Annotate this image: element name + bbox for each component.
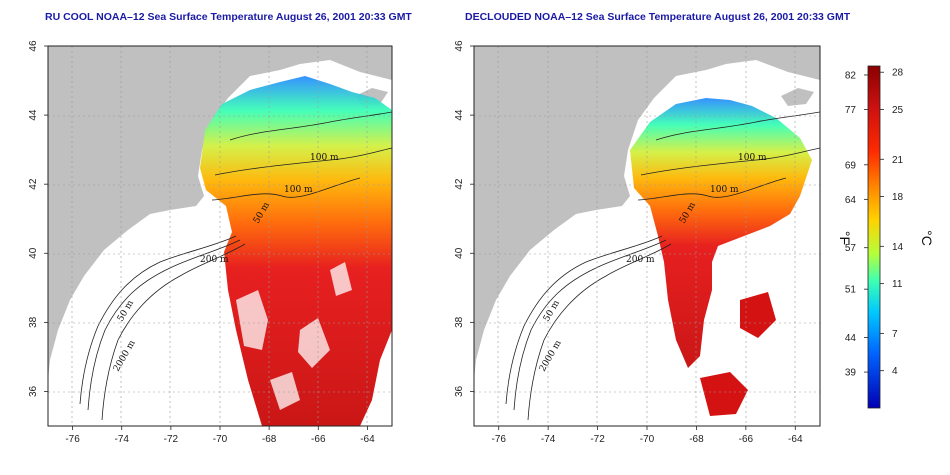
right-sst-patch-a bbox=[700, 372, 748, 416]
right-lon-tick-label: -64 bbox=[788, 434, 803, 445]
colorbar-gradient bbox=[867, 65, 881, 409]
celsius-tick-label: 7 bbox=[892, 329, 898, 340]
right-bathymetry-contours bbox=[505, 111, 820, 421]
right-map-land bbox=[474, 46, 820, 380]
left-lat-tick-label: 42 bbox=[28, 178, 39, 190]
right-contour-label-100m-a: 100 m bbox=[738, 153, 767, 163]
fahrenheit-tick-label: 69 bbox=[845, 160, 857, 171]
right-lon-tick-label: -70 bbox=[640, 434, 655, 445]
fahrenheit-tick-label: 57 bbox=[845, 243, 857, 254]
left-lon-tick-label: -72 bbox=[164, 434, 179, 445]
celsius-tick-label: 14 bbox=[892, 242, 904, 253]
left-contour-label-200m: 200 m bbox=[200, 255, 229, 265]
celsius-tick-label: 18 bbox=[892, 192, 904, 203]
fahrenheit-unit-label: °F bbox=[837, 231, 853, 245]
right-lat-tick-label: 42 bbox=[454, 178, 465, 190]
celsius-tick-label: 25 bbox=[892, 105, 904, 116]
left-lat-tick-label: 38 bbox=[28, 316, 39, 328]
left-lat-tick-label: 40 bbox=[28, 247, 39, 259]
colorbar: 82 77 69 64 57 51 44 39 28 25 21 18 14 11 7 4 °F °C bbox=[837, 65, 935, 409]
right-lat-tick-label: 46 bbox=[454, 40, 465, 52]
right-lat-tick-label: 38 bbox=[454, 316, 465, 328]
left-map-land bbox=[48, 46, 392, 380]
left-lon-tick-label: -64 bbox=[360, 434, 375, 445]
left-map-title: RU COOL NOAA–12 Sea Surface Temperature … bbox=[45, 11, 412, 23]
right-lat-tick-label: 36 bbox=[454, 385, 465, 397]
left-lon-tick-label: -76 bbox=[65, 434, 80, 445]
left-lon-tick-label: -74 bbox=[114, 434, 129, 445]
fahrenheit-tick-label: 82 bbox=[845, 70, 857, 81]
right-contour-label-100m-b: 100 m bbox=[710, 185, 739, 195]
left-lon-tick-label: -68 bbox=[262, 434, 277, 445]
right-lat-axis: 36 38 40 42 44 46 bbox=[454, 40, 474, 397]
fahrenheit-tick-label: 51 bbox=[845, 285, 857, 296]
celsius-tick-label: 4 bbox=[892, 366, 898, 377]
left-map-grid bbox=[48, 46, 392, 426]
left-lat-tick-label: 46 bbox=[28, 40, 39, 52]
right-lat-tick-label: 44 bbox=[454, 109, 465, 121]
celsius-tick-label: 21 bbox=[892, 155, 904, 166]
right-map-grid bbox=[474, 46, 820, 426]
right-lat-tick-label: 40 bbox=[454, 247, 465, 259]
right-lon-tick-label: -76 bbox=[491, 434, 506, 445]
right-map-panel: 100 m 100 m 50 m 200 m 50 m 2000 m -76 -7… bbox=[454, 40, 821, 445]
left-cloud-gap bbox=[236, 262, 352, 410]
right-lon-tick-label: -66 bbox=[739, 434, 754, 445]
left-contour-label-100m-a: 100 m bbox=[310, 153, 339, 163]
left-lon-axis: -76 -74 -72 -70 -68 -66 -64 bbox=[65, 426, 375, 445]
celsius-tick-label: 28 bbox=[892, 68, 904, 79]
fahrenheit-tick-label: 77 bbox=[845, 105, 857, 116]
celsius-unit-label: °C bbox=[919, 230, 935, 246]
right-lon-tick-label: -68 bbox=[689, 434, 704, 445]
left-contour-label-100m-b: 100 m bbox=[284, 185, 313, 195]
right-contour-label-200m: 200 m bbox=[626, 255, 655, 265]
right-sst-patch-b bbox=[740, 292, 776, 338]
fahrenheit-tick-label: 39 bbox=[845, 368, 857, 379]
right-lon-axis: -76 -74 -72 -70 -68 -66 -64 bbox=[491, 426, 803, 445]
celsius-tick-label: 11 bbox=[892, 279, 903, 290]
right-lon-tick-label: -72 bbox=[590, 434, 605, 445]
right-map-title: DECLOUDED NOAA–12 Sea Surface Temperatur… bbox=[465, 11, 851, 23]
fahrenheit-tick-label: 44 bbox=[845, 333, 857, 344]
colorbar-ticks: 82 77 69 64 57 51 44 39 28 25 21 18 14 11 7 4 bbox=[845, 68, 904, 379]
left-lat-tick-label: 36 bbox=[28, 385, 39, 397]
left-lat-axis: 36 38 40 42 44 46 bbox=[28, 40, 48, 397]
left-bathymetry-contours bbox=[79, 111, 392, 421]
right-map-island bbox=[781, 88, 814, 106]
left-lon-tick-label: -70 bbox=[213, 434, 228, 445]
right-sst-field bbox=[630, 98, 812, 368]
right-lon-tick-label: -74 bbox=[541, 434, 556, 445]
fahrenheit-tick-label: 64 bbox=[845, 195, 857, 206]
left-map-panel: 100 m 100 m 50 m 200 m 50 m 2000 m -76 -7… bbox=[28, 40, 393, 445]
left-lon-tick-label: -66 bbox=[311, 434, 326, 445]
left-lat-tick-label: 44 bbox=[28, 109, 39, 121]
